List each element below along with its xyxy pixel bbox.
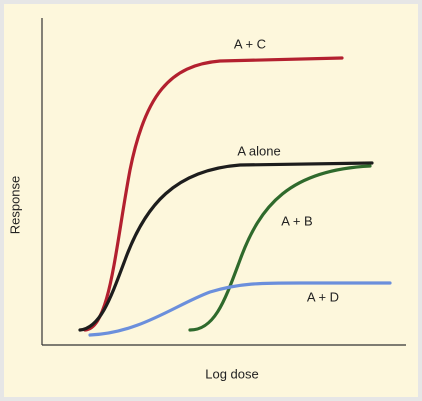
curve-a-plus-d [88, 281, 392, 337]
curve-label: A + C [234, 36, 266, 51]
curve-a-plus-b [188, 164, 372, 332]
panel [4, 4, 418, 397]
y-axis-label: Response [7, 176, 22, 235]
x-axis-label: Log dose [205, 366, 259, 381]
curve-label: A + D [307, 289, 339, 304]
curve-a-alone [78, 161, 374, 332]
curve-label: A alone [237, 143, 280, 158]
curve-label: A + B [281, 213, 312, 228]
